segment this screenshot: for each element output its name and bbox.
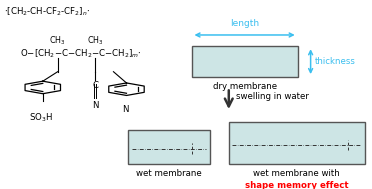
Text: thickness: thickness	[314, 57, 355, 66]
Text: dry membrane: dry membrane	[212, 82, 277, 91]
Text: $\cdot$[CH$_2$-CH-CF$_2$-CF$_2$]$_n$$\cdot$: $\cdot$[CH$_2$-CH-CF$_2$-CF$_2$]$_n$$\cd…	[4, 5, 90, 18]
Bar	[229, 122, 365, 163]
Text: SO$_3$H: SO$_3$H	[29, 111, 53, 124]
Text: shape memory effect: shape memory effect	[245, 181, 349, 189]
Text: swelling in water: swelling in water	[236, 92, 309, 101]
Text: wet membrane with: wet membrane with	[253, 169, 340, 178]
Text: C: C	[92, 81, 98, 90]
Text: N: N	[122, 105, 128, 114]
Text: N: N	[92, 101, 99, 110]
Text: CH$_3$: CH$_3$	[49, 35, 66, 47]
Text: CH$_3$: CH$_3$	[87, 35, 103, 47]
Text: length: length	[230, 19, 259, 28]
Bar	[128, 130, 210, 163]
Bar	[192, 46, 298, 77]
Text: wet membrane: wet membrane	[137, 169, 202, 178]
Text: O$-$[CH$_2$$-$C$-$CH$_2$$-$C$-$CH$_2$]$_m$$\cdot$: O$-$[CH$_2$$-$C$-$CH$_2$$-$C$-$CH$_2$]$_…	[20, 47, 142, 60]
